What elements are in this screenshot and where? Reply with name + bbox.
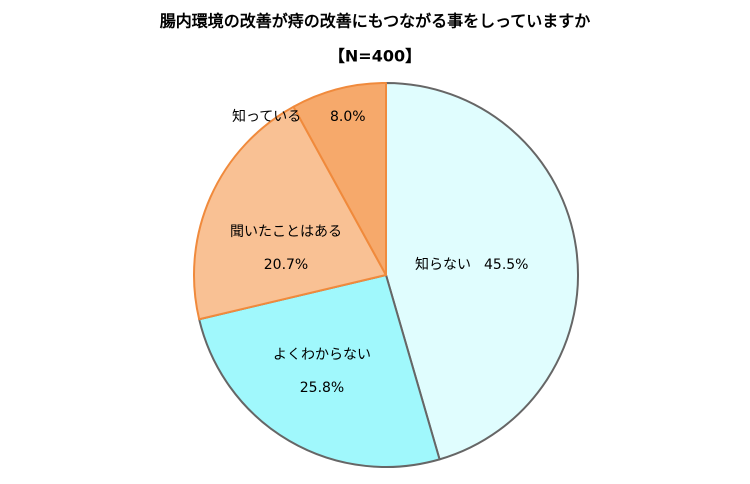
slice-label: 知っている xyxy=(232,108,301,125)
pie-slice xyxy=(385,82,579,461)
value-label: 25.8% xyxy=(300,380,344,396)
slice-label: 知らない xyxy=(415,256,471,273)
value-label: 20.7% xyxy=(264,257,308,273)
value-label: 8.0% xyxy=(330,109,366,125)
slice-label: 聞いたことはある xyxy=(230,224,342,240)
slice-label: よくわからない xyxy=(273,347,371,363)
chart-title: 腸内環境の改善が痔の改善にもつながる事をしっていますか xyxy=(160,12,591,31)
pie-slice xyxy=(292,82,387,276)
chart-subtitle: 【N=400】 xyxy=(329,47,421,66)
value-label: 45.5% xyxy=(484,257,528,273)
pie-slice xyxy=(193,105,387,321)
pie-slice xyxy=(198,274,441,468)
